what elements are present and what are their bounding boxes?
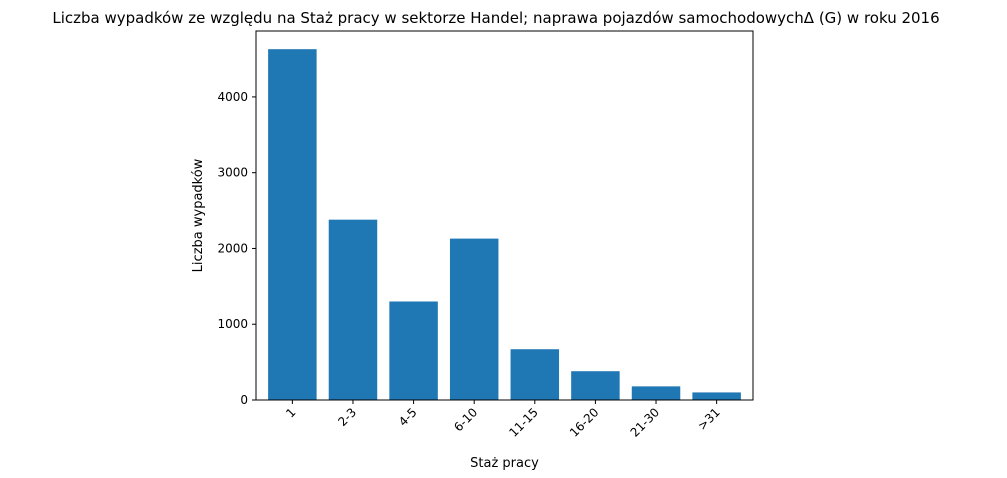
bar bbox=[571, 371, 620, 400]
y-tick-label: 4000 bbox=[217, 90, 248, 104]
x-axis-label: Staż pracy bbox=[470, 456, 539, 471]
bars-layer bbox=[268, 49, 741, 400]
bar bbox=[510, 349, 560, 400]
y-tick-label: 3000 bbox=[217, 166, 248, 180]
bar bbox=[268, 49, 317, 400]
bar bbox=[631, 386, 681, 400]
plot-frame bbox=[255, 30, 754, 401]
bar bbox=[449, 238, 499, 400]
bar bbox=[389, 301, 438, 400]
bar bbox=[328, 219, 378, 400]
y-axis-label: Liczba wypadków bbox=[191, 158, 206, 272]
y-tick-label: 1000 bbox=[217, 317, 248, 331]
y-tick-label: 0 bbox=[240, 393, 248, 407]
y-axis: 0 1000 2000 3000 4000 bbox=[217, 90, 256, 407]
y-tick-label: 2000 bbox=[217, 241, 248, 255]
chart-title: Liczba wypadków ze względu na Staż pracy… bbox=[52, 9, 939, 27]
bar bbox=[692, 392, 741, 400]
